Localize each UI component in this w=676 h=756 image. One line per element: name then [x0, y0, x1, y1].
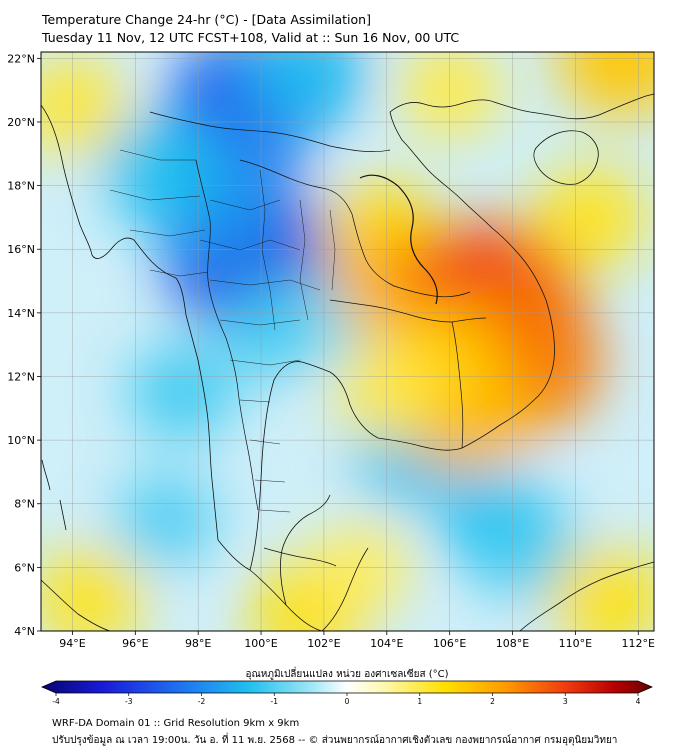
colorbar-tick-label: -4 [52, 697, 60, 706]
lat-label: 6°N [14, 561, 35, 574]
colorbar-tick-label: 2 [490, 697, 495, 706]
lon-label: 98°E [185, 637, 211, 650]
colorbar-tick-label: -2 [198, 697, 206, 706]
province-lines-myanmar [109, 149, 209, 277]
map-frame [40, 51, 655, 632]
anomaly-blob [557, 52, 654, 118]
anomaly-blob [247, 52, 369, 129]
border-laos-vietnam [359, 174, 438, 305]
lat-lon-grid [41, 52, 654, 631]
coastline-hainan [533, 130, 599, 185]
colorbar-label: อุณหภูมิเปลี่ยนแปลง หน่วย องศาเซลเซียส (… [245, 666, 448, 680]
border-cambodia-vietnam [451, 321, 464, 449]
colorbar-tick-label: 3 [563, 697, 568, 706]
longitude-labels: 94°E 96°E 98°E 100°E 102°E 104°E 106°E 108°E 110… [59, 631, 655, 650]
anomaly-blob [534, 166, 648, 269]
lat-label: 12°N [7, 370, 35, 383]
temperature-change-map: 22°N 20°N 18°N 16°N 14°N 12°N 10°N 8°N 6°N 4°N 94… [7, 51, 655, 706]
border-thailand-laos [239, 159, 471, 298]
border-thailand-cambodia [329, 299, 487, 323]
lon-label: 104°E [370, 637, 403, 650]
lon-label: 106°E [433, 637, 466, 650]
lat-label: 10°N [7, 434, 35, 447]
lon-label: 112°E [622, 637, 655, 650]
coastline-andaman-islands [41, 459, 67, 531]
colorbar-tick-label: 4 [636, 697, 641, 706]
latitude-labels: 22°N 20°N 18°N 16°N 14°N 12°N 10°N 8°N 6°N 4°N [7, 52, 41, 638]
lat-label: 14°N [7, 307, 35, 320]
colorbar-ticks: -4 -3 -2 -1 0 1 2 3 4 [52, 693, 641, 706]
border-china-south [149, 111, 391, 152]
footer-credit: ปรับปรุงข้อมูล ณ เวลา 19:00น. วัน อ. ที่… [52, 735, 618, 746]
anomaly-blob [41, 57, 127, 155]
colorbar-gradient [40, 680, 654, 694]
lon-label: 96°E [122, 637, 148, 650]
lat-label: 8°N [14, 498, 35, 511]
anomaly-blob [548, 546, 654, 631]
coastline-malay-peninsula [279, 494, 369, 631]
chart-subtitle: Tuesday 11 Nov, 12 UTC FCST+108, Valid a… [42, 30, 460, 45]
lon-label: 108°E [496, 637, 529, 650]
lat-label: 22°N [7, 52, 35, 65]
temperature-anomaly-field [41, 52, 654, 631]
lat-label: 4°N [14, 625, 35, 638]
anomaly-blob [101, 116, 220, 223]
colorbar-tick-label: 1 [417, 697, 422, 706]
coastline-cambodia-vietnam [389, 93, 654, 449]
colorbar-tick-label: -1 [271, 697, 279, 706]
anomaly-blob [114, 472, 219, 567]
border-myanmar-thailand [195, 159, 259, 511]
lat-label: 16°N [7, 243, 35, 256]
colorbar-tick-label: -3 [125, 697, 133, 706]
lon-label: 110°E [559, 637, 592, 650]
anomaly-blob [128, 343, 237, 442]
border-thailand-malaysia [263, 547, 337, 567]
lat-label: 18°N [7, 180, 35, 193]
anomaly-blob [41, 548, 145, 631]
chart-title: Temperature Change 24-hr (°C) - [Data As… [42, 12, 371, 27]
coastline-thai-gulf [217, 361, 463, 631]
colorbar-tick-label: 0 [345, 697, 350, 706]
lon-label: 100°E [244, 637, 277, 650]
coastline-sumatra [41, 579, 111, 631]
lon-label: 94°E [59, 637, 85, 650]
footer-model-info: WRF-DA Domain 01 :: Grid Resolution 9km … [52, 718, 300, 729]
lat-label: 20°N [7, 116, 35, 129]
coastlines-and-borders [41, 93, 654, 631]
province-lines-thailand [199, 169, 336, 513]
coastline-myanmar-west [41, 104, 219, 541]
coastline-borneo [519, 561, 654, 631]
lon-label: 102°E [307, 637, 340, 650]
colorbar: -4 -3 -2 -1 0 1 2 3 4 [40, 680, 654, 706]
map-plot-area [41, 52, 654, 631]
